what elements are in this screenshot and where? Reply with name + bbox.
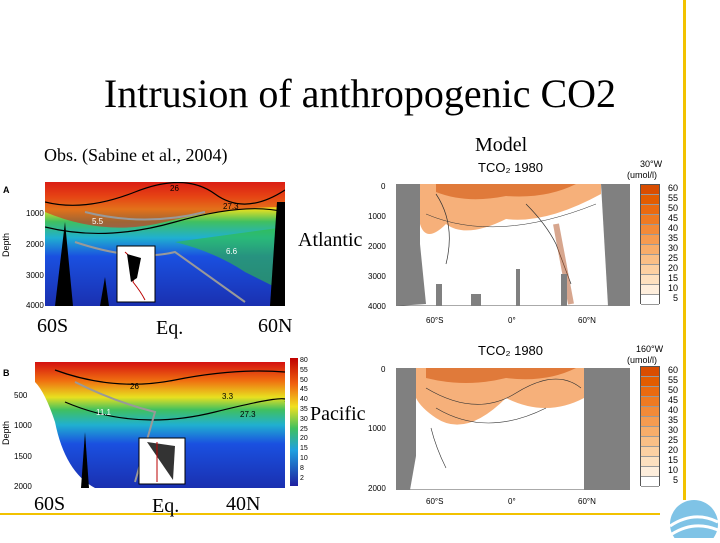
lat-label-a-eq: Eq.: [156, 317, 184, 339]
contour-label-a-55: 5.5: [92, 217, 104, 226]
obs-colorbar-tick: 15: [300, 445, 308, 453]
obs-colorbar-tick: 25: [300, 425, 308, 433]
depth-tick-a-3: 3000: [26, 271, 44, 280]
model-pacific-unit: (umol/l): [627, 355, 658, 365]
lat-label-a-60s: 60S: [37, 315, 69, 337]
model-a-lat-tick: 0°: [508, 316, 516, 325]
legend-label: 35: [667, 415, 678, 425]
logo-globe-icon: [660, 490, 719, 543]
model-p-lat-tick: 60°N: [578, 497, 596, 506]
obs-colorbar-tick: 35: [300, 405, 308, 413]
atlantic-label: Atlantic: [298, 229, 363, 251]
model-label: Model: [475, 134, 528, 156]
model-a-depth-tick: 1000: [368, 212, 386, 221]
depth-axis-label-b: Depth: [1, 420, 12, 446]
model-a-depth-tick: 3000: [368, 272, 386, 281]
panel-letter-a: A: [3, 185, 10, 195]
obs-colorbar-tick: 80: [300, 357, 308, 364]
obs-colorbar: [290, 358, 298, 486]
legend-label: 15: [667, 455, 678, 465]
obs-colorbar-tick: 30: [300, 415, 308, 423]
legend-label: 60: [667, 183, 678, 193]
legend-label: 40: [667, 405, 678, 415]
lat-label-b-40n: 40N: [226, 493, 261, 515]
contour-label-a-26: 26: [170, 184, 179, 193]
lat-label-a-60n: 60N: [258, 315, 293, 337]
legend-label: 55: [667, 193, 678, 203]
model-a-lat-tick: 60°N: [578, 316, 596, 325]
legend-label: 5: [672, 293, 678, 303]
obs-colorbar-tick: 2: [300, 474, 304, 482]
slide-title: Intrusion of anthropogenic CO2: [103, 71, 617, 116]
contour-label-a-66: 6.6: [226, 247, 238, 256]
legend-label: 20: [667, 445, 678, 455]
depth-tick-b-1: 500: [14, 391, 28, 400]
model-pacific-header: TCO₂ 1980: [478, 343, 544, 358]
legend-label: 10: [667, 465, 678, 475]
frame-line-right: [683, 0, 686, 500]
legend-label: 40: [667, 223, 678, 233]
obs-colorbar-tick: 50: [300, 376, 308, 384]
model-a-lat-tick: 60°S: [426, 316, 444, 325]
model-atlantic-lon: 30°W: [640, 159, 663, 169]
model-p-depth-tick: 0: [381, 365, 386, 374]
contour-label-b-111: 11.1: [96, 408, 111, 417]
legend-label: 20: [667, 263, 678, 273]
legend-label: 30: [667, 243, 678, 253]
model-p-depth-tick: 1000: [368, 424, 386, 433]
obs-colorbar-tick: 20: [300, 435, 308, 443]
frame-line-bottom: [0, 513, 660, 515]
model-p-lat-tick: 0°: [508, 497, 516, 506]
depth-tick-a-2: 2000: [26, 240, 44, 249]
lat-label-b-60s: 60S: [34, 493, 66, 515]
legend-label: 30: [667, 425, 678, 435]
obs-colorbar-tick: 40: [300, 396, 308, 404]
obs-pacific-section: [35, 362, 287, 488]
model-a-depth-tick: 0: [381, 182, 386, 191]
model-atlantic-section: [395, 183, 631, 307]
model-p-depth-tick: 2000: [368, 484, 386, 493]
model-atlantic-header: TCO₂ 1980: [478, 160, 544, 175]
obs-atlantic-section: [44, 181, 286, 306]
model-pacific-lon: 160°W: [636, 344, 664, 354]
depth-tick-a-1: 1000: [26, 209, 44, 218]
legend-label: 5: [672, 475, 678, 485]
legend-label: 45: [667, 213, 678, 223]
obs-colorbar-tick: 8: [300, 464, 304, 472]
legend-label: 50: [667, 203, 678, 213]
legend-label: 55: [667, 375, 678, 385]
lat-label-b-eq: Eq.: [152, 495, 180, 517]
legend-label: 35: [667, 233, 678, 243]
obs-colorbar-tick: 55: [300, 366, 308, 374]
legend-label: 15: [667, 273, 678, 283]
legend-label: 50: [667, 385, 678, 395]
contour-label-a-273: 27.3: [223, 202, 239, 211]
model-a-depth-tick: 2000: [368, 242, 386, 251]
contour-label-b-273: 27.3: [240, 410, 256, 419]
legend-label: 25: [667, 253, 678, 263]
legend-label: 60: [667, 365, 678, 375]
panel-letter-b: B: [3, 368, 10, 378]
model-atlantic-legend: [640, 184, 660, 305]
contour-label-b-33: 3.3: [222, 392, 234, 401]
depth-tick-b-3: 1500: [14, 452, 32, 461]
obs-colorbar-tick: 45: [300, 386, 308, 394]
pacific-label: Pacific: [310, 403, 366, 425]
depth-axis-label-a: Depth: [1, 232, 12, 258]
model-pacific-legend: [640, 366, 660, 487]
obs-label: Obs. (Sabine et al., 2004): [44, 145, 228, 165]
depth-tick-b-4: 2000: [14, 482, 32, 491]
depth-tick-a-4: 4000: [26, 301, 44, 310]
contour-label-b-26: 26: [130, 382, 139, 391]
model-atlantic-unit: (umol/l): [627, 170, 658, 180]
legend-label: 25: [667, 435, 678, 445]
legend-label: 45: [667, 395, 678, 405]
legend-label: 10: [667, 283, 678, 293]
model-p-lat-tick: 60°S: [426, 497, 444, 506]
model-a-depth-tick: 4000: [368, 302, 386, 311]
depth-tick-b-2: 1000: [14, 421, 32, 430]
obs-colorbar-tick: 10: [300, 454, 308, 462]
obs-colorbar-ticks: 80 55 50 45 40 35 30 25 20 15 10 8 2: [300, 356, 314, 483]
model-pacific-section: [395, 367, 631, 491]
